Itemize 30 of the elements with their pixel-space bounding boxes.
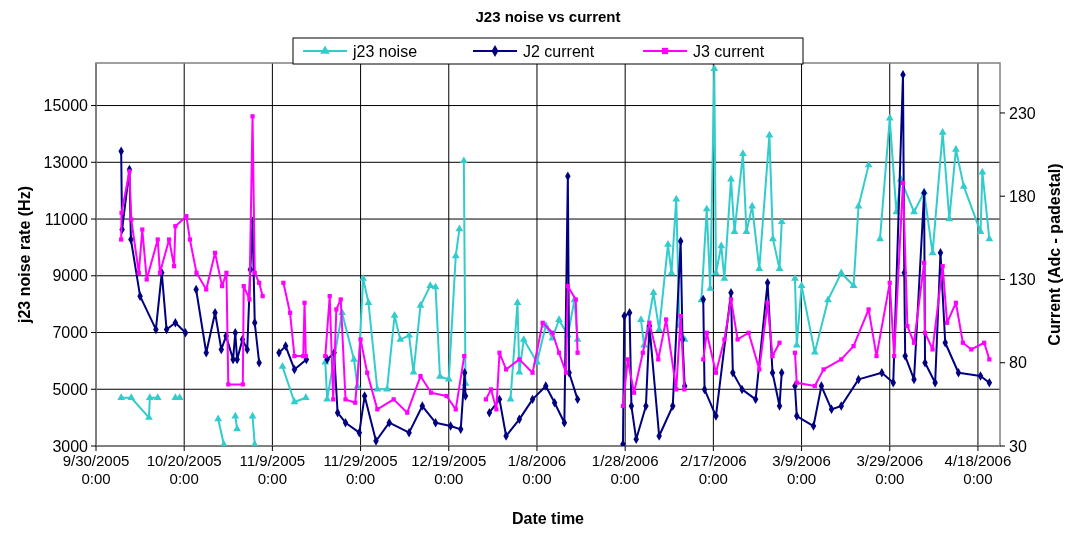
legend-label: J3 current [693, 42, 765, 60]
y2-tick-label: 180 [1009, 187, 1036, 205]
x-tick-label: 3/9/2006 0:00 [772, 452, 831, 487]
y2-tick-label: 130 [1009, 271, 1036, 289]
y-tick-label: 11000 [44, 210, 89, 228]
x-tick-label: 9/30/2005 0:00 [62, 452, 130, 487]
x-tick-label: 11/29/2005 0:00 [323, 452, 398, 487]
x-tick-label: 2/17/2006 0:00 [680, 452, 747, 487]
legend-label: j23 noise [352, 42, 418, 60]
x-tick-label: 1/28/2006 0:00 [591, 452, 659, 487]
x-tick-label: 12/19/2005 0:00 [411, 452, 487, 487]
x-axis-title: Date time [511, 510, 585, 527]
x-tick-label: 10/20/2005 0:00 [146, 452, 222, 487]
legend-label: J2 current [523, 42, 595, 60]
x-tick-label: 1/8/2006 0:00 [507, 452, 567, 487]
y-tick-label: 7000 [52, 324, 89, 342]
y2-axis-title: Current (Adc - padestal) [1046, 163, 1063, 346]
y-tick-label: 5000 [52, 380, 89, 398]
y2-tick-label: 80 [1009, 354, 1027, 372]
x-tick-label: 11/9/2005 0:00 [239, 452, 306, 487]
y2-tick-label: 30 [1009, 437, 1027, 455]
y-tick-label: 15000 [43, 97, 89, 115]
y2-tick-label: 230 [1009, 104, 1036, 122]
y-tick-label: 13000 [43, 153, 89, 171]
chart-title: J23 noise vs current [475, 8, 621, 25]
x-tick-label: 3/29/2006 0:00 [856, 452, 924, 487]
y-tick-label: 9000 [52, 267, 89, 285]
y-axis-title: j23 noise rate (Hz) [16, 186, 33, 324]
y-tick-label: 3000 [52, 437, 89, 455]
x-tick-label: 4/18/2006 0:00 [944, 452, 1012, 487]
